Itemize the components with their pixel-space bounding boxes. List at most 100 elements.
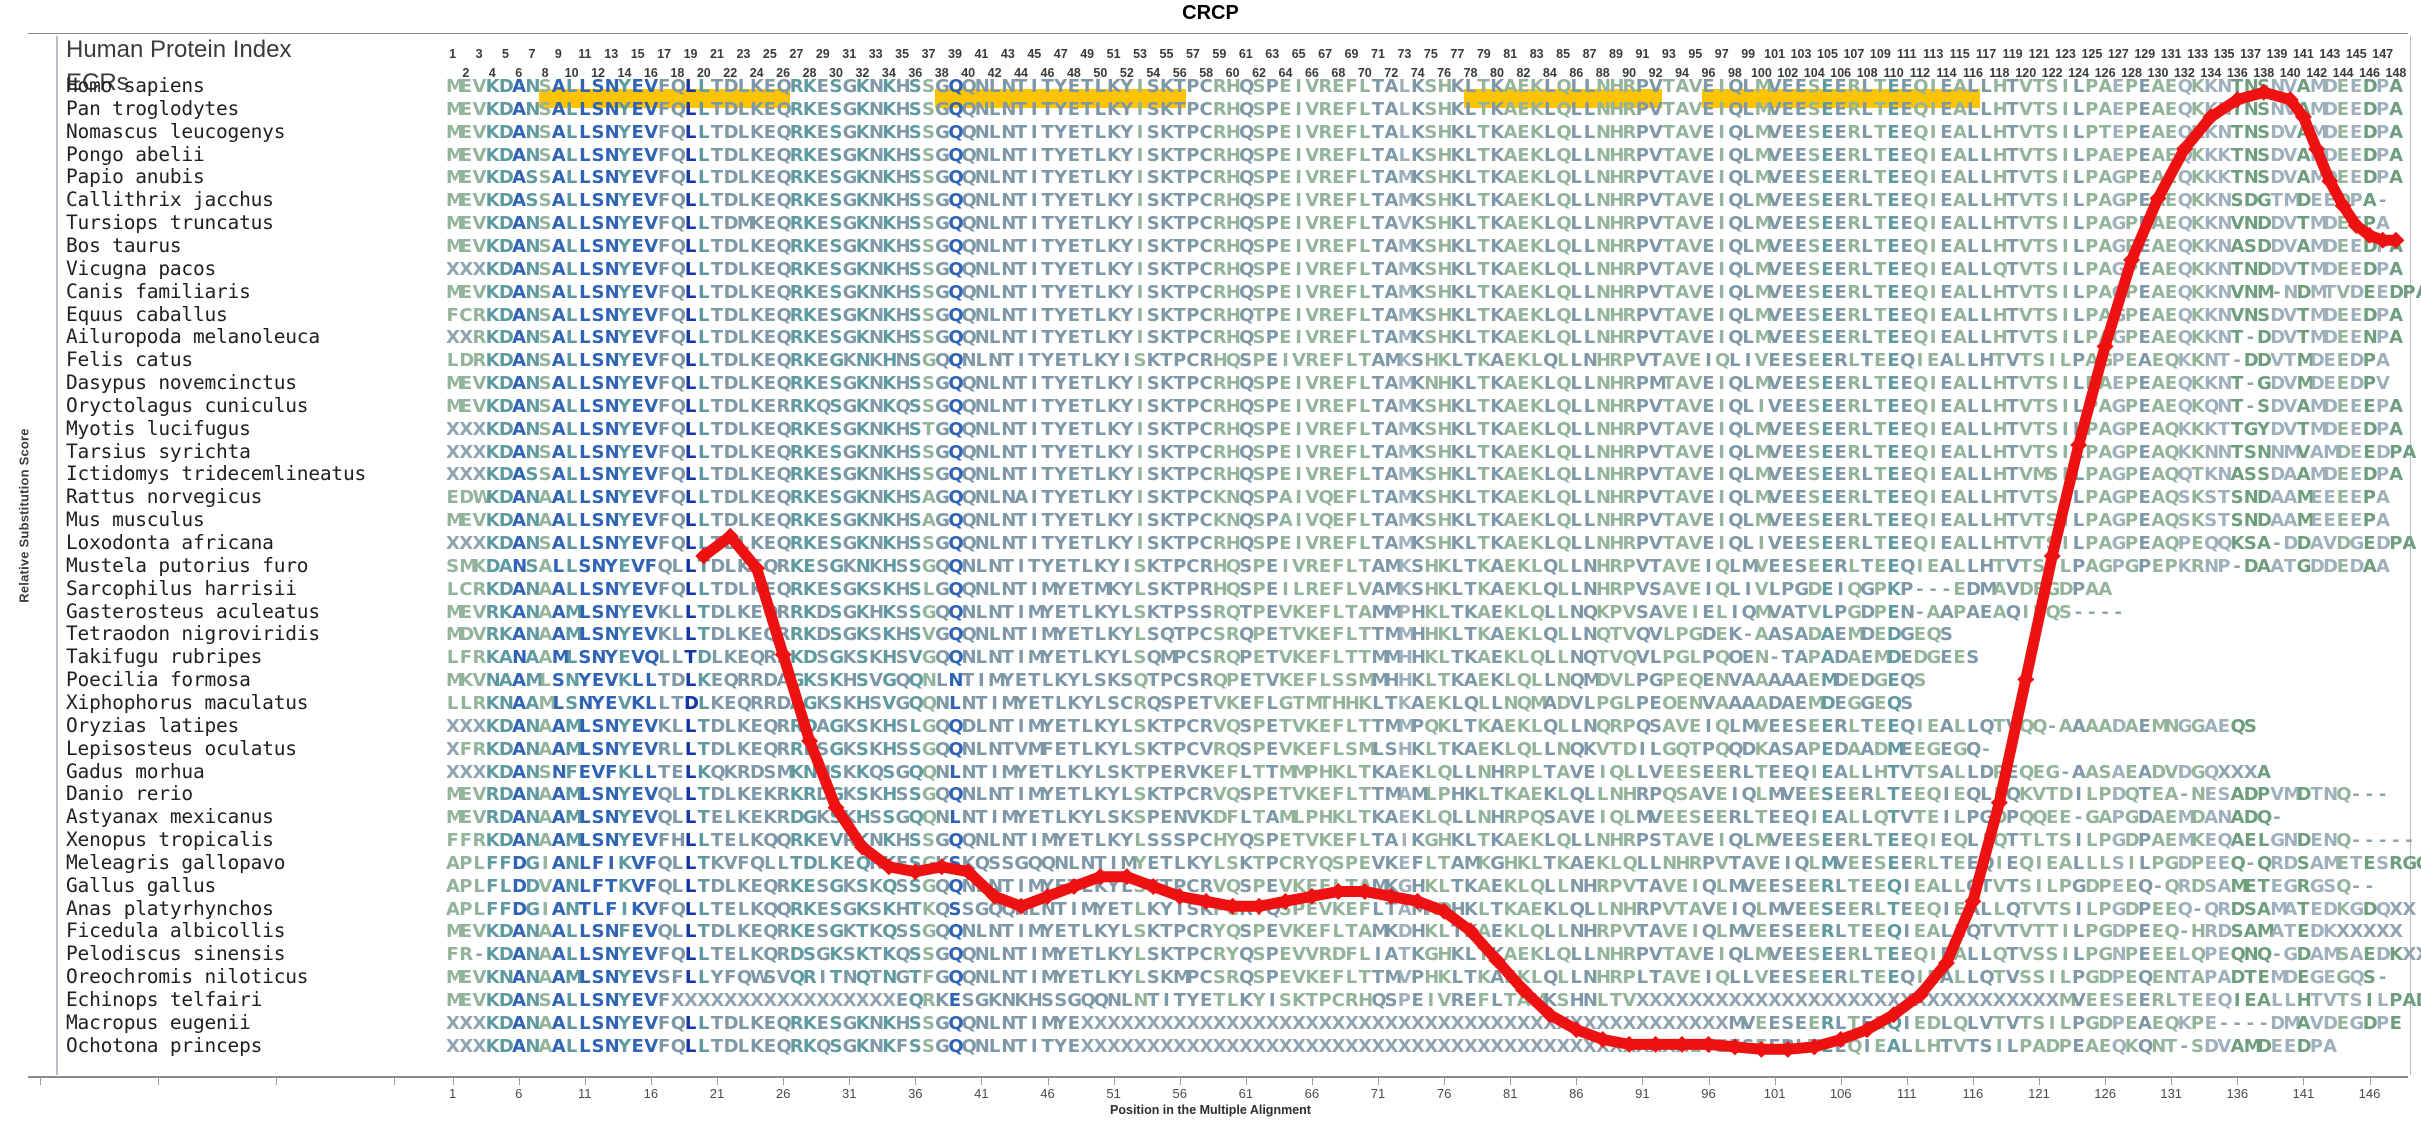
species-label[interactable]: Felis catus: [66, 348, 193, 372]
alignment-row[interactable]: MEVKDANSALLSNYEVFQLLTDLKEQRKESGKNKHSSGQQ…: [446, 235, 2404, 257]
alignment-row[interactable]: MEVKDANSALLSNYEVFQLLTDLKEQRKESGKNKHSSGQQ…: [446, 281, 2421, 303]
species-label[interactable]: Rattus norvegicus: [66, 485, 263, 509]
species-label[interactable]: Danio rerio: [66, 782, 193, 806]
header-position-number: 111: [1897, 47, 1917, 61]
alignment-row[interactable]: EDWKDANAALLSNYEVFQLLTDLKEQRKESGKNKHSAGQQ…: [446, 487, 2390, 509]
alignment-row[interactable]: XXXKDANSALLSNYEVFQLLTDLKEQRKESGKNKHSTGQQ…: [446, 418, 2404, 440]
alignment-row[interactable]: MEVKDANSALLSNYEVFXXXXXXXXXXXXXXXXXEQRKES…: [446, 990, 2421, 1011]
header-position-number: 7: [528, 47, 536, 61]
species-label[interactable]: Tarsius syrichta: [66, 439, 251, 463]
alignment-row[interactable]: MEVKDANSALLSNYEVFQLLTDLKERRKQSGKNKQSSGQQ…: [446, 395, 2404, 417]
species-label[interactable]: Loxodonta africana: [66, 531, 274, 554]
alignment-row[interactable]: MEVKDANSALLSNYEVFQLLTDLKEQRKESGKNKHSSGQQ…: [446, 98, 2404, 120]
x-tick-mark: [2369, 1078, 2371, 1085]
species-label[interactable]: Mustela putorius furo: [66, 553, 309, 577]
header-position-number: 120: [2015, 66, 2037, 80]
x-tick-label: 136: [2226, 1086, 2249, 1101]
species-label[interactable]: Pan troglodytes: [66, 96, 240, 120]
species-label[interactable]: Anas platyrhynchos: [66, 896, 274, 920]
alignment-row[interactable]: XXXKDANAALLSNYEVFQLLTDLKEQRKQSGKNKFSSGQQ…: [446, 1035, 2337, 1057]
alignment-row[interactable]: LCRKDANAALLSNYEVFQLLTDLKEQRKESGKSKHSLGQQ…: [446, 578, 2113, 600]
species-label[interactable]: Nomascus leucogenys: [66, 119, 286, 143]
species-label[interactable]: Vicugna pacos: [66, 256, 217, 280]
species-label[interactable]: Takifugu rubripes: [66, 645, 263, 669]
alignment-row[interactable]: MEVKDANSALLSNYEVFQLLTDLKEQRKESGKNKHSSGQQ…: [446, 373, 2390, 395]
species-label[interactable]: Homo sapiens: [66, 74, 205, 97]
alignment-row[interactable]: XXXKDANAALLSNYEVFQLLTDLKEQRKESGKNKHSSGQQ…: [446, 1012, 2402, 1034]
alignment-row[interactable]: XFRKDANAAMLSNYEVRLLTDLKEQRRESGKSKHSSGQQN…: [446, 738, 1990, 760]
alignment-row[interactable]: FFRKDANAAMLSNYEVFHLLTELKQQRKEVRKNKHSSGQQ…: [446, 830, 2413, 852]
header-position-number: 62: [1252, 66, 1266, 80]
species-label[interactable]: Ictidomys tridecemlineatus: [66, 462, 367, 486]
species-label[interactable]: Ficedula albicollis: [66, 919, 286, 943]
alignment-row[interactable]: XXXKDANSALLSNYEVFQLLTDLKEQRKESGKNKHSSGQQ…: [446, 533, 2417, 554]
header-position-number: 123: [2055, 47, 2076, 61]
alignment-row[interactable]: LLRKNAAMLSNYEVKLLTDLKEQRRDAGKSKHSVGQQNLN…: [446, 692, 1914, 714]
alignment-row[interactable]: MEVRDANAAMLSNYEVQLLTELKEKRDGKSKHSSGQQNLN…: [446, 807, 2281, 829]
alignment-row[interactable]: MEVKDASSALLSNYEVFQLLTDLKEQRKESGKNKHSSGQQ…: [446, 167, 2404, 189]
species-label[interactable]: Equus caballus: [66, 302, 228, 326]
species-label[interactable]: Ailuropoda melanoleuca: [66, 325, 320, 349]
header-position-number: 1: [449, 47, 457, 61]
alignment-row[interactable]: XXXKDANSALLSNYEVFQLLTDLKEQRKESGKNKHSSGQQ…: [446, 441, 2417, 463]
alignment-row[interactable]: MEVKDASSALLSNYEVFQLLTDLKEQRKESGKNKHSSGQQ…: [446, 190, 2387, 212]
species-label[interactable]: Myotis lucifugus: [66, 416, 251, 440]
species-label[interactable]: Gasterosteus aculeatus: [66, 599, 320, 623]
alignment-row[interactable]: XXXKDANAAMLSNYEVKLLTDLKEQRRDAGKSKHSLGQQD…: [446, 715, 2257, 737]
x-tick-mark: [158, 1078, 159, 1085]
species-label[interactable]: Sarcophilus harrisii: [66, 576, 297, 600]
alignment-row[interactable]: SMKDANSALLSNYEVFQLLTDLKEQRKESGKNKHSSGQQN…: [446, 555, 2390, 577]
alignment-row[interactable]: XXXKDANSALLSNYEVFQLLTDLKEQRKESGKNKHSSGQQ…: [446, 258, 2404, 280]
alignment-row[interactable]: APLFLDDVANLFTKVFQLLTDLKEQRKESGKSKQSSGQQN…: [446, 875, 2374, 897]
species-label[interactable]: Canis familiaris: [66, 279, 251, 303]
alignment-row[interactable]: MEVRDANAAMLSNYEVQLLTDLKEKRKRDGKSKHSSGQQN…: [446, 784, 2387, 806]
species-label[interactable]: Mus musculus: [66, 508, 205, 532]
alignment-row[interactable]: MEVKDANSALLSNYEVFQLLTDLKEQRKESGKNKHSSGQQ…: [446, 76, 2404, 97]
header-position-number: 135: [2213, 47, 2235, 61]
alignment-row[interactable]: MEVKNANAAMLSNYEVSFLLYFQWSVQR I TNQTNGTFGQQ…: [446, 967, 2387, 989]
species-label[interactable]: Dasypus novemcinctus: [66, 371, 297, 395]
alignment-row[interactable]: MEVKDANSALLSNYEVFQLLTDLKEQRKESGKNKHSSGQQ…: [446, 144, 2404, 166]
alignment-row[interactable]: XXXKDASSALLSNYEVFQLLTDLKEQRKESGKNKHSSGQQ…: [446, 464, 2404, 486]
alignment-row[interactable]: MEVKDANSALLSNYEVFQLLTDMKEQRKESGKNKHSSGQQ…: [446, 213, 2390, 235]
species-label[interactable]: Oryctolagus cuniculus: [66, 393, 309, 417]
species-label[interactable]: Ochotona princeps: [66, 1033, 263, 1057]
alignment-row[interactable]: XXXKDANSNFEVFKLLTELKQKRDSMKNHSKKQSGQQNLN…: [446, 761, 2271, 783]
alignment-row[interactable]: APLFFDGI ANTLF I KVFQLLTELKQQRKESGKSKHTKQSS…: [446, 898, 2417, 920]
species-label[interactable]: Tursiops truncatus: [66, 211, 274, 235]
alignment-row[interactable]: MEVRKANAAMLSNYEVKLLTDLKEQRRKDSGKHKSSGQQN…: [446, 601, 2122, 623]
alignment-row[interactable]: MDVRKANAAMLSNYEVKLLTDLKEQRRKDSGKSKHSVGQQ…: [446, 624, 1953, 646]
alignment-row[interactable]: XXRKDANSALLSNYEVFQLLTDLKEQRKESGKNKHSSGQQ…: [446, 327, 2404, 349]
alignment-row[interactable]: MEVKDANAALLSNYEVFQLLTDLKEQRKESGKNKHSAGQQ…: [446, 510, 2390, 532]
alignment-row[interactable]: FCRKDANSALLSNYEVFQLLTDLKEQRKESGKNKHSSGQQ…: [446, 304, 2404, 326]
species-label[interactable]: Echinops telfairi: [66, 988, 263, 1011]
species-label[interactable]: Callithrix jacchus: [66, 188, 274, 212]
x-tick-mark: [1510, 1078, 1512, 1085]
species-label[interactable]: Macropus eugenii: [66, 1010, 251, 1034]
species-label[interactable]: Papio anubis: [66, 165, 205, 189]
species-label[interactable]: Astyanax mexicanus: [66, 805, 274, 829]
species-label[interactable]: Meleagris gallopavo: [66, 850, 286, 874]
alignment-row[interactable]: LFRKANAAMLSNYEVQLLTDLKEQRRKDSGKSKHSVGQQN…: [446, 647, 1980, 669]
alignment-row[interactable]: APLFFDGI ANLF I KVFQLLTKVFQLLTDLKEQRKESGKSK…: [446, 852, 2421, 874]
species-label[interactable]: Poecilia formosa: [66, 668, 251, 692]
header-position-number: 40: [961, 66, 976, 80]
species-label[interactable]: Lepisosteus oculatus: [66, 736, 297, 760]
species-label[interactable]: Oreochromis niloticus: [66, 965, 309, 989]
alignment-row[interactable]: MEVKDANAALLSNFEVQLLTDLKEQRKESGKTKQSSGQQN…: [446, 921, 2403, 943]
species-label[interactable]: Pelodiscus sinensis: [66, 942, 286, 966]
species-label[interactable]: Xenopus tropicalis: [66, 828, 274, 852]
alignment-row[interactable]: FR - KDANAALLSNYEVFQLLTELKQRDSGKSKTKQSSGQQ…: [446, 944, 2421, 966]
alignment-row[interactable]: LDRKDANSALLSNYEVFQLLTDLKEQRKEGKNKHNSGQQN…: [446, 350, 2390, 372]
species-label[interactable]: Xiphophorus maculatus: [66, 690, 309, 714]
species-label[interactable]: Gadus morhua: [66, 759, 205, 783]
species-label[interactable]: Gallus gallus: [66, 873, 217, 897]
alignment-row[interactable]: MKVNAAMLSNYEVKLLTDLKEQRRDAGKSKHSVGQQNLNT…: [446, 670, 1927, 692]
header-position-number: 12: [591, 66, 605, 80]
species-label[interactable]: Oryzias latipes: [66, 713, 240, 737]
species-label[interactable]: Tetraodon nigroviridis: [66, 622, 320, 646]
header-position-number: 142: [2306, 66, 2328, 80]
species-label[interactable]: Bos taurus: [66, 233, 182, 257]
alignment-row[interactable]: MEVKDANSALLSNYEVFQLLTDLKEQRKESGKNKHSSGQQ…: [446, 121, 2404, 143]
species-label[interactable]: Pongo abelii: [66, 142, 205, 166]
